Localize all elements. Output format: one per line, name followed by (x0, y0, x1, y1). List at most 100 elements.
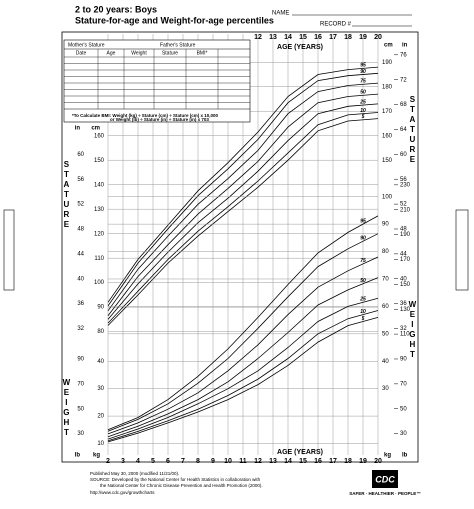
axis-title: WEIGHT (408, 300, 417, 360)
side-tab (455, 209, 469, 291)
y2-tick-label: 60 (400, 152, 407, 158)
y-tick-label: 70 (382, 277, 389, 283)
x-tick-label: 12 (254, 34, 262, 41)
percentile-label: 25 (359, 297, 366, 303)
percentile-label: 50 (360, 90, 366, 96)
mothers-stature: Mother's Stature (68, 42, 105, 48)
y-tick-label: 120 (94, 231, 105, 237)
subtitle: Stature-for-age and Weight-for-age perce… (75, 15, 274, 25)
percentile-curve (107, 82, 379, 312)
chart-frame (61, 31, 419, 463)
x-tick-label: 13 (269, 458, 277, 465)
x-tick-label: 18 (344, 34, 352, 41)
x-axis-title: AGE (YEARS) (277, 44, 323, 51)
y2-unit: lb (75, 453, 81, 459)
y2-tick-label: 190 (400, 232, 411, 238)
y-tick-label: 190 (382, 60, 393, 66)
x-tick-label: 6 (166, 458, 170, 465)
title: 2 to 20 years: Boys (75, 4, 157, 14)
y2-tick-label: 40 (400, 276, 407, 282)
y-tick-label: 170 (382, 109, 393, 115)
percentile-curve (107, 297, 379, 440)
y-tick-label: 20 (97, 414, 104, 420)
y2-tick-label: 30 (77, 431, 84, 437)
percentile-label: 50 (360, 278, 366, 284)
y2-tick-label: 90 (77, 357, 84, 363)
y-unit: cm (384, 43, 393, 49)
percentile-label: 25 (359, 99, 366, 105)
form-column: Age (107, 50, 116, 56)
y2-tick-label: 68 (400, 102, 407, 108)
y2-tick-label: 50 (77, 406, 84, 412)
y-tick-label: 50 (382, 331, 389, 337)
x-tick-label: 3 (121, 458, 125, 465)
percentile-label: 10 (360, 309, 366, 315)
axis-title: STATURE (62, 160, 71, 230)
tagline: SAFER · HEALTHIER · PEOPLE™ (349, 491, 420, 496)
form: Mother's Stature Father's Stature *To Ca… (63, 39, 251, 123)
x-tick-label: 13 (269, 34, 277, 41)
y2-tick-label: 50 (400, 406, 407, 412)
y-unit: cm (91, 126, 100, 132)
y2-tick-label: 90 (400, 357, 407, 363)
published: Published May 30, 2000 (modified 11/21/0… (90, 471, 179, 476)
y-unit: kg (384, 453, 391, 459)
y2-tick-label: 32 (77, 326, 84, 332)
plot: 2 3 4 5 6 7 8 9 10 11 1212131314141515161617171818… (62, 34, 417, 465)
y2-tick-label: 130 (400, 307, 411, 313)
percentile-curve (107, 233, 379, 432)
y2-tick-label: 210 (400, 207, 411, 213)
y-unit: kg (93, 453, 100, 459)
logo-box (372, 470, 398, 488)
y2-tick-label: 36 (77, 301, 84, 307)
x-tick-label: 16 (314, 458, 322, 465)
x-tick-label: 7 (181, 458, 185, 465)
percentile-label: 75 (360, 79, 366, 85)
percentile-label: 90 (360, 69, 366, 75)
y2-tick-label: 56 (400, 177, 407, 183)
x-tick-label: 11 (239, 458, 247, 465)
form-column: Stature (162, 50, 178, 56)
x-tick-label: 14 (284, 458, 292, 465)
x-tick-label: 5 (151, 458, 155, 465)
x-tick-label: 12 (254, 458, 262, 465)
percentile-curve (107, 277, 379, 438)
x-tick-label: 19 (359, 34, 367, 41)
y2-tick-label: 44 (400, 251, 407, 257)
y2-tick-label: 48 (400, 227, 407, 233)
name-label: NAME (272, 11, 289, 17)
percentile-label: 5 (362, 316, 365, 322)
form-box (63, 39, 251, 123)
y2-tick-label: 32 (400, 326, 407, 332)
y-tick-label: 40 (382, 359, 389, 365)
percentile-label: 95 (360, 218, 366, 224)
form-column: Date (76, 50, 87, 56)
form-column: BMI* (197, 50, 208, 56)
logo: CDC (375, 474, 395, 484)
y2-tick-label: 72 (400, 77, 407, 83)
y-tick-label: 130 (94, 207, 105, 213)
x-tick-label: 17 (329, 34, 337, 41)
x-axis-title: AGE (YEARS) (277, 449, 323, 456)
url: http://www.cdc.gov/growthcharts (90, 490, 155, 495)
y2-tick-label: 110 (400, 332, 410, 338)
x-tick-label: 15 (299, 458, 307, 465)
percentile-curve (107, 317, 379, 443)
y-tick-label: 100 (382, 194, 393, 200)
y-tick-label: 40 (97, 359, 104, 365)
y-tick-label: 150 (94, 158, 105, 164)
y-tick-label: 90 (382, 222, 389, 228)
form-column: Weight (131, 50, 147, 56)
y2-tick-label: 70 (77, 381, 84, 387)
x-tick-label: 17 (329, 458, 337, 465)
x-tick-label: 2 (106, 458, 110, 465)
x-tick-label: 18 (344, 458, 352, 465)
y2-tick-label: 150 (400, 282, 411, 288)
y2-tick-label: 44 (77, 251, 84, 257)
y-tick-label: 60 (382, 304, 389, 310)
bmi-note-2: or Weight (lb) ÷ Stature (in) ÷ Stature … (110, 117, 209, 122)
y2-tick-label: 170 (400, 257, 411, 263)
y2-unit: lb (402, 453, 408, 459)
percentile-curve (107, 112, 379, 324)
